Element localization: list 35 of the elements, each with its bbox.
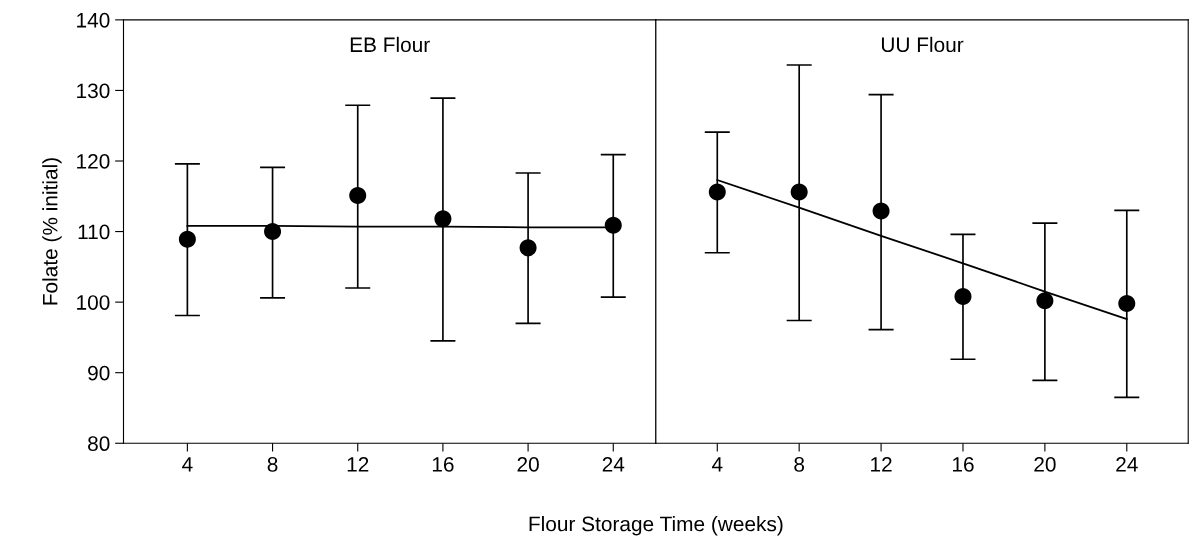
x-tick-label: 12 <box>871 457 892 472</box>
x-tick-label: 16 <box>952 457 974 472</box>
x-tick-label: 4 <box>711 457 723 472</box>
point <box>1036 292 1054 310</box>
y-tick-label: 110 <box>78 224 110 240</box>
point <box>178 230 196 248</box>
y-tick-label: 100 <box>77 295 110 310</box>
x-tick-label: 24 <box>602 457 625 472</box>
y-axis-title: Folate (% initial) <box>42 158 62 305</box>
x-axis-title: Flour Storage Time (weeks) <box>529 516 783 536</box>
point <box>264 223 282 241</box>
text: UU Flour <box>881 36 964 53</box>
point <box>349 187 367 205</box>
text: EB Flour <box>350 36 430 53</box>
y-tick-label: 80 <box>88 436 110 452</box>
point <box>790 183 808 201</box>
point <box>1118 295 1136 313</box>
point <box>872 202 890 220</box>
x-tick-label: 20 <box>1034 457 1056 472</box>
point <box>434 210 452 228</box>
x-tick-label: 16 <box>432 457 454 472</box>
point <box>519 239 537 257</box>
x-tick-label: 4 <box>182 457 193 472</box>
y-tick-label: 130 <box>77 83 110 99</box>
y-tick-label: 90 <box>88 365 110 381</box>
point <box>604 216 622 234</box>
x-tick-label: 12 <box>347 457 369 472</box>
y-tick-label: 140 <box>77 12 110 28</box>
y-tick-label: 120 <box>77 154 110 169</box>
point <box>708 183 726 201</box>
x-tick-label: 24 <box>1116 457 1138 472</box>
x-tick-label: 8 <box>794 457 805 472</box>
point <box>954 287 972 305</box>
x-tick-label: 8 <box>267 457 278 472</box>
x-tick-label: 20 <box>517 457 539 472</box>
